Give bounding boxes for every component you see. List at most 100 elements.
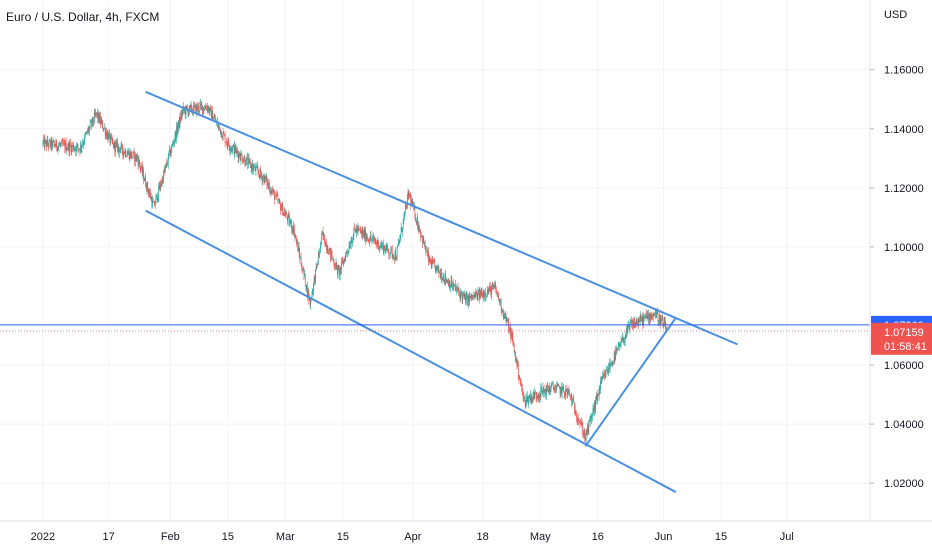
candle-up [195, 105, 197, 114]
candle-up [155, 197, 157, 204]
time-axis[interactable]: 2022 17 Feb 15 Mar 15 Apr 18 May 16 Jun 15 Jul [31, 531, 794, 543]
candle-down [614, 352, 616, 361]
candle-down [233, 145, 235, 155]
candle-up [198, 111, 200, 112]
candle-down [229, 148, 231, 151]
candle-up [377, 240, 379, 245]
candle-down [455, 288, 457, 290]
candle-up [633, 322, 634, 329]
candle-up [498, 299, 500, 301]
candle-up [464, 294, 466, 298]
candle-up [332, 258, 334, 259]
candle-up [313, 277, 315, 283]
price-axis[interactable]: 1.16000 1.14000 1.12000 1.10000 1.06000 1.040… [870, 65, 924, 490]
candle-up [389, 254, 390, 256]
candle-down [63, 142, 65, 144]
candle-up [185, 106, 187, 115]
candle-up [93, 113, 95, 122]
candle-down [282, 204, 283, 216]
candle-up [67, 148, 68, 150]
candle-down [300, 258, 302, 266]
candle-down [568, 390, 570, 391]
candle-up [130, 152, 132, 158]
candle-down [224, 134, 225, 135]
candle-down [571, 397, 573, 405]
candle-up [307, 290, 309, 296]
candle-up [132, 151, 134, 157]
candle-down [555, 388, 557, 390]
candle-up [182, 109, 183, 115]
candle-up [648, 313, 649, 319]
candle-down [102, 120, 103, 129]
candle-up [337, 267, 339, 275]
candle-down [259, 174, 260, 178]
candle-down [483, 293, 485, 297]
candle-down [533, 392, 535, 400]
candle-up [560, 387, 562, 395]
candle-up [585, 430, 587, 441]
candle-down [324, 234, 325, 244]
candle-up [565, 389, 566, 397]
candle-down [582, 425, 584, 435]
candle-up [167, 164, 168, 165]
candle-up [484, 292, 486, 297]
candle-down [393, 257, 395, 260]
candle-up [480, 293, 482, 297]
candle-down [239, 153, 240, 157]
candle-down [495, 284, 497, 290]
candle-up [448, 281, 450, 287]
candle-down [207, 106, 209, 112]
candle-up [496, 293, 498, 294]
candle-down [293, 225, 295, 237]
candle-down [459, 292, 461, 299]
candle-up [656, 310, 658, 318]
candle-down [468, 295, 470, 301]
candle-down [467, 295, 468, 305]
candle-down [88, 128, 90, 132]
candle-down [521, 382, 523, 389]
candle-up [83, 142, 85, 144]
candle-up [421, 235, 423, 237]
candle-up [243, 157, 245, 161]
candle-up [180, 113, 182, 121]
candle-down [395, 252, 397, 260]
candle-up [615, 350, 616, 361]
candle-down [356, 227, 358, 232]
candle-down [513, 342, 514, 345]
candle-down [221, 131, 223, 138]
candle-up [204, 106, 206, 110]
candle-down [215, 118, 216, 122]
candle-down [574, 403, 575, 410]
candle-down [432, 259, 434, 263]
candle-up [600, 381, 601, 390]
candle-down [355, 229, 357, 233]
candle-up [526, 397, 527, 403]
price-tick-label: 1.10000 [884, 242, 924, 254]
candle-down [503, 314, 505, 319]
candle-down [563, 386, 564, 392]
candle-down [346, 251, 348, 253]
candle-up [322, 231, 323, 235]
candle-down [102, 128, 104, 130]
candle-down [130, 152, 131, 158]
currency-label: USD [884, 9, 907, 21]
candle-down [522, 388, 523, 395]
candle-up [238, 153, 240, 159]
candle-up [615, 349, 617, 351]
candle-up [509, 331, 510, 333]
candle-up [346, 251, 347, 255]
candle-up [263, 176, 264, 178]
candle-up [213, 118, 215, 120]
candle-up [101, 120, 103, 122]
candle-up [466, 295, 468, 297]
candle-down [396, 259, 397, 260]
candle-up [121, 144, 123, 146]
candle-down [536, 396, 538, 399]
candle-down [289, 216, 290, 225]
candle-up [71, 145, 73, 153]
candle-up [610, 363, 612, 367]
candle-up [189, 105, 190, 112]
candle-down [546, 385, 548, 388]
candle-down [98, 113, 100, 123]
